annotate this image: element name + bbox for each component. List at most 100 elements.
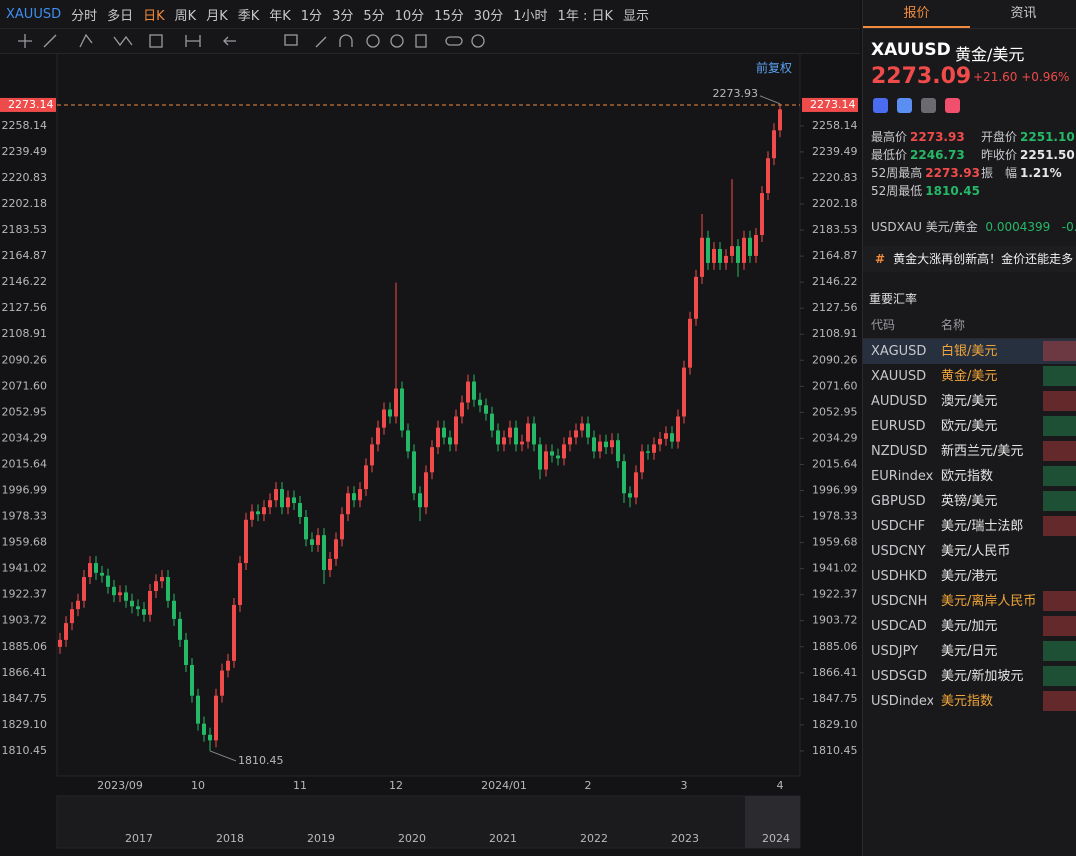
candle-body <box>772 130 776 159</box>
icon[interactable] <box>921 98 936 113</box>
rate-name: 白银/美元 <box>941 344 998 359</box>
rate-code: EURUSD <box>871 419 926 434</box>
candle-body <box>118 592 122 596</box>
rate-row[interactable]: USDJPY 美元/日元 <box>863 639 1076 664</box>
rate-row[interactable]: EURindex 欧元指数 <box>863 464 1076 489</box>
rate-name: 美元/港元 <box>941 569 998 584</box>
candle-body <box>712 248 716 263</box>
candle-body <box>652 444 656 453</box>
period[interactable]: 月K <box>206 8 228 24</box>
line-tool[interactable] <box>43 34 57 48</box>
stat-value: 1810.45 <box>925 184 980 198</box>
candle-body <box>64 623 68 640</box>
tab[interactable]: 资讯 <box>1010 6 1037 21</box>
period[interactable]: 周K <box>174 8 197 24</box>
last-price-box <box>0 97 56 112</box>
range-select[interactable]: 1年 : 日K <box>557 8 613 24</box>
rate-row[interactable]: GBPUSD 英镑/美元 <box>863 489 1076 514</box>
period[interactable]: 日K <box>143 8 165 24</box>
rate-cell <box>1043 691 1076 711</box>
rate-row[interactable]: XAUUSD 黄金/美元 <box>863 364 1076 389</box>
y-tick-label: 2127.56 <box>2 301 48 314</box>
candle-body <box>436 427 440 448</box>
tab[interactable]: 报价 <box>863 0 970 28</box>
rate-code: USDCNH <box>871 594 928 609</box>
rate-row[interactable]: USDindex 美元指数 <box>863 689 1076 714</box>
candle-body <box>748 237 752 256</box>
display-menu[interactable]: 显示 <box>623 8 650 24</box>
rate-row[interactable]: USDSGD 美元/新加坡元 <box>863 664 1076 689</box>
candle-body <box>202 723 206 735</box>
ruler-tool[interactable] <box>315 36 327 48</box>
period[interactable]: 30分 <box>473 8 504 24</box>
candle-body <box>316 535 320 545</box>
rate-cell <box>1043 491 1076 511</box>
candle-body <box>622 461 626 494</box>
x-tick-label: 10 <box>191 779 205 792</box>
candle-body <box>232 604 236 661</box>
magnet-tool[interactable] <box>339 34 353 47</box>
settings-tool[interactable] <box>471 34 485 48</box>
candle-body <box>490 413 494 431</box>
period[interactable]: 季K <box>237 8 260 24</box>
rate-row[interactable]: EURUSD 欧元/美元 <box>863 414 1076 439</box>
period[interactable]: 15分 <box>434 8 464 24</box>
lock-tool[interactable] <box>366 34 380 48</box>
measure-tool[interactable] <box>185 35 201 47</box>
rate-row[interactable]: AUDUSD 澳元/美元 <box>863 389 1076 414</box>
icon[interactable] <box>873 98 888 113</box>
symbol[interactable]: XAUUSD <box>6 6 62 22</box>
note-tool[interactable] <box>284 34 298 46</box>
rate-row[interactable]: USDCNY 美元/人民币 <box>863 539 1076 564</box>
news-text[interactable]: 黄金大涨再创新高！金价还能走多 <box>893 252 1074 266</box>
fib-tool[interactable] <box>149 34 163 48</box>
adjust-mode[interactable]: 前复权 <box>756 61 793 75</box>
arrow-tool[interactable] <box>223 36 236 46</box>
rate-row[interactable]: XAGUSD 白银/美元 <box>863 339 1076 364</box>
rate-name: 美元/新加坡元 <box>941 669 1024 684</box>
icon[interactable] <box>897 98 912 113</box>
period[interactable]: 1分 <box>300 8 323 24</box>
period[interactable]: 年K <box>269 8 291 24</box>
rate-name: 美元/日元 <box>941 644 998 659</box>
period[interactable]: 1小时 <box>513 8 548 24</box>
rate-row[interactable]: USDHKD 美元/港元 <box>863 564 1076 589</box>
delete-tool[interactable] <box>415 34 427 48</box>
rate-row[interactable]: USDCHF 美元/瑞士法郎 <box>863 514 1076 539</box>
period[interactable]: 5分 <box>363 8 385 24</box>
rate-row[interactable]: USDCAD 美元/加元 <box>863 614 1076 639</box>
candle-body <box>400 388 404 431</box>
hide-tool[interactable] <box>390 34 404 48</box>
rate-name: 澳元/美元 <box>941 394 998 409</box>
stat-label: 52周最高 <box>871 166 923 180</box>
candle-body <box>688 318 692 368</box>
period[interactable]: 3分 <box>332 8 354 24</box>
move-tool[interactable] <box>18 34 32 48</box>
rate-cell <box>1043 541 1076 561</box>
candle-body <box>628 493 632 498</box>
inverse-change: -0.0 <box>1061 220 1076 234</box>
period[interactable]: 分时 <box>71 8 98 24</box>
inverse-name: 美元/黄金 <box>925 220 978 234</box>
rate-row[interactable]: USDCNH 美元/离岸人民币 <box>863 589 1076 614</box>
candle-body <box>376 427 380 445</box>
period[interactable]: 10分 <box>394 8 425 24</box>
navigator-label: 2018 <box>216 832 244 845</box>
y-tick-label: 2164.87 <box>812 249 858 262</box>
candle-body <box>364 465 368 490</box>
candle-body <box>298 503 302 517</box>
wave-tool[interactable] <box>113 35 133 47</box>
y-tick-label: 1829.10 <box>812 718 858 731</box>
candle-body <box>586 423 590 438</box>
candle-body <box>106 575 110 587</box>
rate-code: USDCAD <box>871 619 927 634</box>
rate-row[interactable]: NZDUSD 新西兰元/美元 <box>863 439 1076 464</box>
icon[interactable] <box>945 98 960 113</box>
rate-name: 美元指数 <box>941 694 994 709</box>
channel-tool[interactable] <box>79 33 93 48</box>
link-tool[interactable] <box>445 36 463 46</box>
candle-body <box>172 600 176 619</box>
news[interactable]: # 黄金大涨再创新高！金价还能走多 <box>863 246 1076 272</box>
period[interactable]: 多日 <box>107 8 134 24</box>
